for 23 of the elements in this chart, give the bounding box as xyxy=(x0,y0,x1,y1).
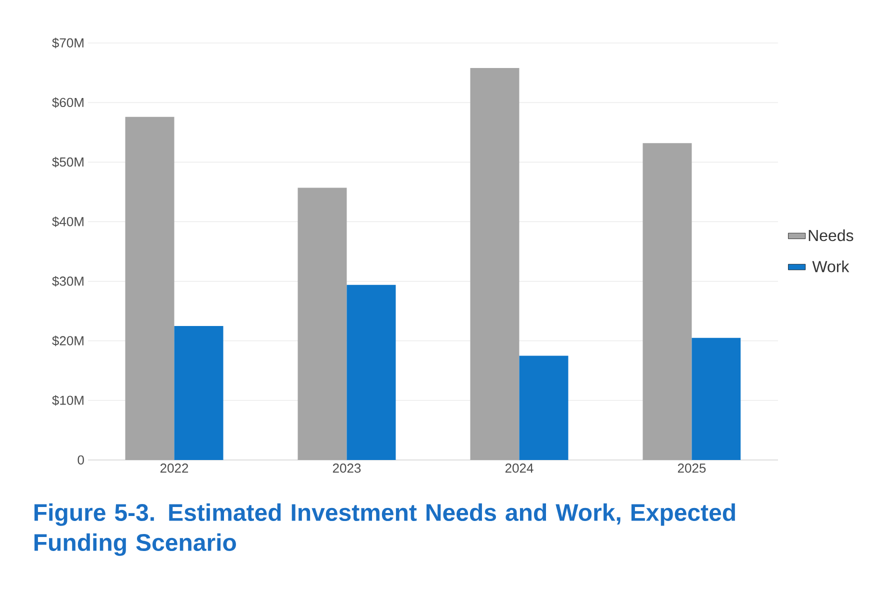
y-tick-label: $50M xyxy=(52,156,84,168)
text: Figure 5-3. Estimated Investment Needs and Work, Expected Funding Scenario xyxy=(34,503,735,556)
bar xyxy=(519,356,568,460)
y-tick-label: $40M xyxy=(52,216,84,227)
bar xyxy=(125,116,174,460)
y-tick-label: $10M xyxy=(52,395,84,406)
bar xyxy=(174,326,224,460)
x-tick-label: 2025 xyxy=(678,464,706,473)
x-tick-label: 2024 xyxy=(505,464,534,473)
legend-label: Needs xyxy=(808,229,854,242)
y-tick-label: $60M xyxy=(52,97,84,108)
x-tick-label: 2022 xyxy=(160,464,188,473)
y-tick-label: $30M xyxy=(52,276,84,287)
y-tick-label: $20M xyxy=(52,336,84,346)
bar xyxy=(692,338,741,460)
bar xyxy=(298,188,347,460)
y-tick-label: 0 xyxy=(78,455,84,465)
x-tick-label: 2023 xyxy=(332,464,361,473)
bar xyxy=(470,68,520,460)
bar xyxy=(346,284,396,460)
legend-label: Work xyxy=(812,260,850,272)
y-tick-label: $70M xyxy=(52,38,84,48)
bar xyxy=(642,143,692,460)
